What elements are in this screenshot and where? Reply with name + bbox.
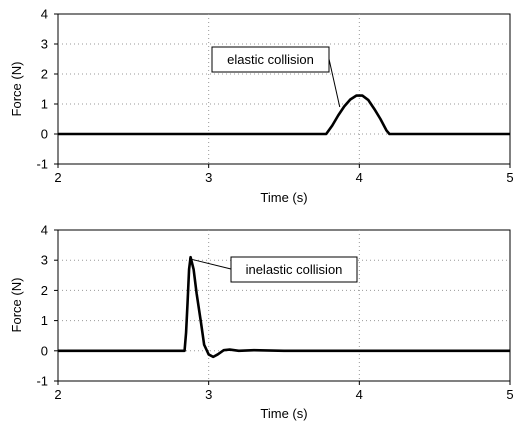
x-tick-label: 2 — [54, 170, 61, 185]
x-tick-label: 4 — [356, 170, 363, 185]
annotation-leader-elastic — [328, 58, 341, 108]
y-tick-labels-elastic: -1 0 1 2 3 4 — [36, 7, 48, 172]
y-tick-label: 1 — [41, 313, 48, 328]
y-tick-label: 1 — [41, 97, 48, 112]
series-line-inelastic — [58, 255, 510, 359]
x-axis-label-elastic: Time (s) — [260, 190, 307, 205]
annotation-box-elastic — [211, 46, 330, 73]
x-tick-label: 4 — [356, 387, 363, 402]
grid-elastic — [58, 14, 510, 164]
ticks-elastic — [54, 13, 511, 168]
annotation-box-inelastic — [230, 256, 358, 283]
grid-inelastic — [58, 230, 510, 381]
y-axis-label-inelastic: Force (N) — [9, 278, 24, 333]
y-tick-label: 4 — [41, 223, 48, 238]
y-tick-label: 3 — [41, 37, 48, 52]
plot-frame-elastic — [57, 13, 511, 165]
y-tick-label: 4 — [41, 7, 48, 22]
annotation-label-inelastic: inelastic collision — [246, 262, 343, 277]
y-tick-label: 0 — [41, 343, 48, 358]
x-tick-label: 5 — [506, 387, 513, 402]
chart-inelastic: 2 3 4 5 -1 0 1 2 3 4 Time (s) Force (N) … — [9, 223, 514, 422]
x-tick-label: 2 — [54, 387, 61, 402]
y-tick-label: 0 — [41, 127, 48, 142]
chart-elastic: 2 3 4 5 -1 0 1 2 3 4 Time (s) Force (N) … — [9, 7, 514, 206]
x-axis-label-inelastic: Time (s) — [260, 406, 307, 421]
annotation-leader-inelastic — [188, 258, 232, 270]
y-tick-label: 2 — [41, 67, 48, 82]
ticks-inelastic — [54, 229, 511, 385]
x-tick-label: 3 — [205, 387, 212, 402]
annotation-label-elastic: elastic collision — [227, 52, 314, 67]
series-line-elastic — [58, 94, 510, 136]
plot-frame-inelastic — [57, 229, 511, 382]
x-tick-labels-elastic: 2 3 4 5 — [54, 170, 513, 185]
y-tick-label: 3 — [41, 253, 48, 268]
x-tick-labels-inelastic: 2 3 4 5 — [54, 387, 513, 402]
y-tick-label: -1 — [36, 157, 48, 172]
y-tick-label: 2 — [41, 283, 48, 298]
y-tick-label: -1 — [36, 374, 48, 389]
x-tick-label: 3 — [205, 170, 212, 185]
x-tick-label: 5 — [506, 170, 513, 185]
y-tick-labels-inelastic: -1 0 1 2 3 4 — [36, 223, 48, 389]
y-axis-label-elastic: Force (N) — [9, 62, 24, 117]
